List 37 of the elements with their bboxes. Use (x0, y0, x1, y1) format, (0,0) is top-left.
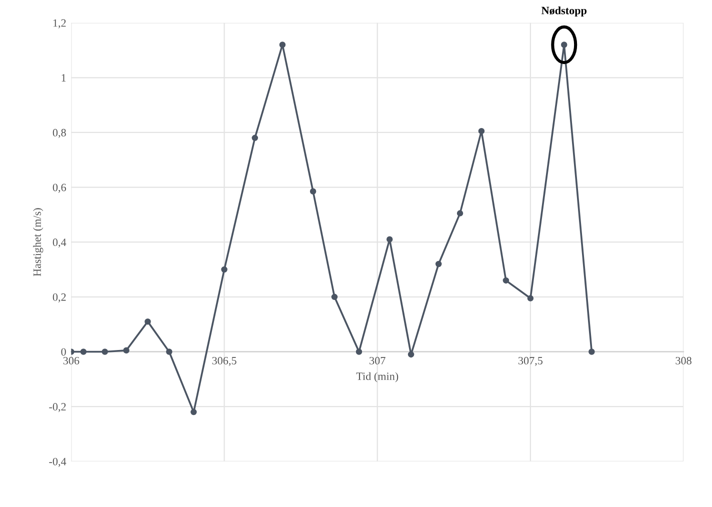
point (456, 210, 464, 216)
point (408, 351, 414, 358)
x-tick-label: 308 (676, 356, 692, 364)
x-axis-title: Tid (min) (356, 372, 398, 382)
annotation: Nødstopp (541, 6, 587, 17)
x-tick-label: 307,5 (518, 356, 543, 366)
y-tick-label: -0,4 (49, 458, 66, 467)
point (478, 128, 485, 134)
point (252, 134, 258, 142)
point (102, 348, 108, 355)
x-tick-label: 306 (63, 356, 80, 364)
point (386, 236, 393, 242)
point (221, 266, 228, 273)
point (331, 294, 338, 300)
point (80, 348, 87, 355)
point (588, 348, 595, 355)
x-tick-label: 307 (370, 356, 386, 364)
y-tick-label: 1,2 (53, 19, 66, 28)
y-tick-label: 0,6 (52, 184, 66, 193)
y-tick-label: 0,2 (52, 293, 66, 302)
y-tick-label: -0,2 (49, 403, 66, 412)
y-axis-title: Hastighet (m/s) (33, 208, 44, 276)
point (166, 348, 172, 355)
point (356, 348, 362, 355)
point (123, 347, 130, 354)
point (435, 260, 442, 268)
point (279, 42, 286, 48)
y-tick-label: 0,4 (52, 238, 66, 248)
point (144, 318, 151, 325)
x-tick-label: 306,5 (212, 356, 236, 366)
point (502, 277, 510, 284)
point (190, 408, 197, 416)
y-tick-label: 0 (61, 348, 66, 356)
point (527, 295, 534, 302)
point (310, 188, 316, 195)
y-tick-label: 0,8 (52, 128, 66, 138)
y-tick-label: 1 (62, 74, 66, 82)
